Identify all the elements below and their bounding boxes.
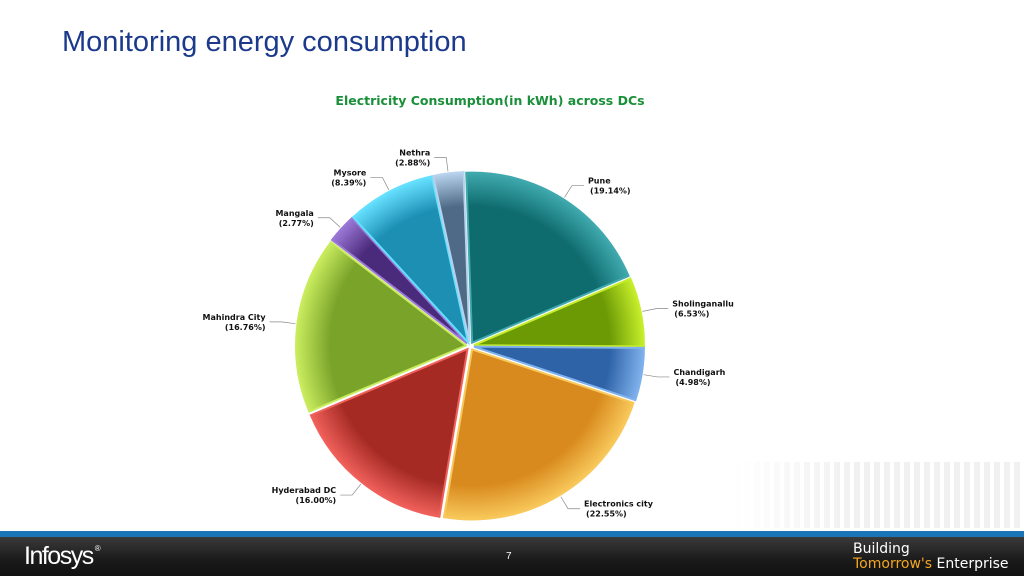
pie-slice-pune xyxy=(465,171,630,345)
slice-label-sholinganallu: Sholinganallu xyxy=(672,300,734,309)
leader-line-pune xyxy=(564,185,584,198)
slice-value-mahindra-city: (16.76%) xyxy=(225,323,266,332)
slice-label-chandigarh: Chandigarh xyxy=(673,368,725,377)
slice-label-hyderabad-dc: Hyderabad DC xyxy=(272,486,337,495)
pie-slice-electronics-city xyxy=(442,348,635,521)
background-watermark xyxy=(734,462,1024,528)
leader-line-hyderabad-dc xyxy=(340,483,362,496)
slice-label-mangala: Mangala xyxy=(275,209,313,218)
leader-line-sholinganallu xyxy=(642,308,669,312)
pie-slice-hyderabad-dc xyxy=(309,347,469,518)
leader-line-mangala xyxy=(317,217,341,228)
tagline-line1: Building xyxy=(853,541,910,557)
slice-label-nethra: Nethra xyxy=(399,148,430,157)
slice-value-mangala: (2.77%) xyxy=(279,219,314,228)
logo-text: Infosys xyxy=(24,542,94,570)
slide-title: Monitoring energy consumption xyxy=(62,26,467,58)
slice-value-mysore: (8.39%) xyxy=(331,178,366,187)
logo-registered-mark: ® xyxy=(94,544,101,553)
footer-bar xyxy=(0,537,1024,576)
slice-label-mahindra-city: Mahindra City xyxy=(203,313,267,322)
leader-line-electronics-city xyxy=(560,496,581,510)
slice-label-electronics-city: Electronics city xyxy=(584,500,654,509)
pie-slice-nethra xyxy=(431,171,471,343)
pie-slice-mahindra-city xyxy=(295,240,469,413)
leader-line-mysore xyxy=(370,177,390,191)
slice-label-pune: Pune xyxy=(588,177,611,186)
infosys-logo: Infosys ® xyxy=(24,542,101,571)
pie-chart: Pune (19.14%) Sholinganallu (6.53%) Chandiga… xyxy=(203,88,780,528)
slice-value-nethra: (2.88%) xyxy=(395,158,430,167)
pie-chart-svg: Pune(19.14%) Sholinganallu(6.53%) Chandiga… xyxy=(203,148,734,521)
pie-slice-mysore xyxy=(351,175,470,346)
leader-line-nethra xyxy=(434,157,449,172)
pie-slice-mangala xyxy=(330,216,468,345)
page-number: 7 xyxy=(506,551,512,562)
pie-slice-sholinganallu xyxy=(473,277,645,348)
tagline-rest: Enterprise xyxy=(932,556,1009,572)
tagline: Building Tomorrow's Enterprise xyxy=(853,542,1009,572)
footer-accent-bar xyxy=(0,531,1024,537)
slice-value-sholinganallu: (6.53%) xyxy=(674,310,709,319)
slice-value-pune: (19.14%) xyxy=(590,187,631,196)
leader-line-chandigarh xyxy=(643,374,670,378)
slice-label-mysore: Mysore xyxy=(334,168,367,177)
chart-title: Electricity Consumption(in kWh) across D… xyxy=(335,93,645,108)
tagline-highlight: Tomorrow's xyxy=(853,556,933,572)
slice-value-electronics-city: (22.55%) xyxy=(586,510,627,519)
slice-value-hyderabad-dc: (16.00%) xyxy=(296,496,337,505)
slice-value-chandigarh: (4.98%) xyxy=(675,378,710,387)
leader-line-mahindra-city xyxy=(269,321,296,325)
pie-slice-chandigarh xyxy=(473,345,645,402)
